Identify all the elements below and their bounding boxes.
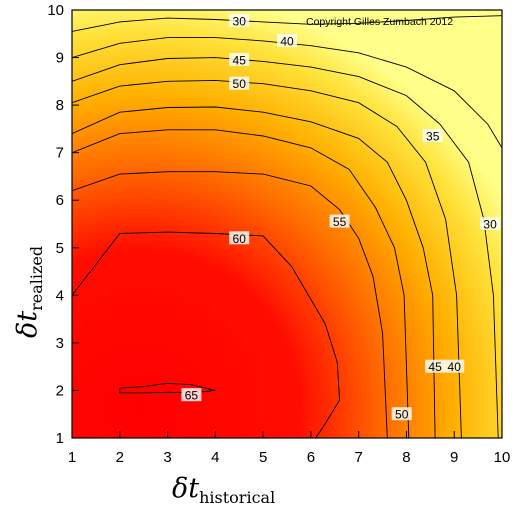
x-tick-label: 7 [354, 449, 362, 466]
contour-label-text: 65 [185, 389, 199, 403]
contour-label-bg [229, 52, 250, 66]
contour-label-45: 45 [425, 359, 446, 374]
contour-label-text: 40 [448, 360, 462, 374]
contour-line-45 [72, 106, 436, 438]
contour-labels: 30 40 45 50 35 55 60 30 45 40 50 65 [181, 13, 501, 422]
y-tick-label: 8 [56, 97, 64, 114]
contour-label-text: 45 [428, 360, 442, 374]
contour-label-45: 45 [229, 52, 250, 67]
x-tick-label: 2 [116, 449, 124, 466]
contour-line-30 [72, 171, 388, 438]
contour-label-bg [444, 359, 465, 373]
x-axis-ticks: 1 2 3 4 5 6 7 8 9 10 [68, 431, 511, 466]
x-tick-label: 1 [68, 449, 76, 466]
contour-label-55: 55 [329, 214, 350, 229]
contour-line-50 [72, 79, 462, 438]
x-axis-symbol: δt [172, 473, 199, 504]
y-tick-label: 5 [56, 240, 64, 257]
y-tick-label: 2 [56, 382, 64, 399]
contour-label-50: 50 [391, 407, 412, 422]
contour-label-bg [480, 217, 501, 230]
contour-label-bg [229, 13, 250, 27]
contour-label-text: 40 [280, 34, 294, 48]
x-tick-label: 10 [494, 449, 511, 466]
y-tick-label: 7 [56, 145, 64, 162]
contour-label-bg [229, 231, 250, 245]
copyright-text: Copyright Gilles Zumbach 2012 [306, 16, 453, 28]
contour-label-text: 55 [333, 215, 347, 229]
contour-label-35: 35 [422, 129, 443, 144]
x-tick-label: 8 [402, 449, 410, 466]
contour-label-bg [422, 129, 443, 142]
y-axis-subscript: realized [27, 246, 46, 311]
x-axis-subscript: historical [199, 488, 275, 507]
contour-label-bg [329, 214, 350, 228]
y-tick-label: 9 [56, 50, 64, 67]
svg-text:δthistorical: δthistorical [172, 473, 275, 507]
contour-label-text: 45 [233, 53, 247, 67]
contour-line-45 [72, 57, 441, 125]
contour-line-30 [72, 15, 502, 32]
contour-line-40 [72, 37, 502, 149]
contour-line-60 [72, 231, 341, 438]
contour-label-text: 35 [426, 130, 440, 144]
contour-label-text: 50 [233, 77, 247, 91]
contour-label-30: 30 [480, 217, 501, 232]
contour-line-40 [72, 129, 410, 438]
svg-text:δtrealized: δtrealized [12, 246, 46, 338]
y-axis-symbol: δt [12, 311, 43, 338]
contour-label-30: 30 [229, 13, 250, 28]
contour-lines [72, 15, 502, 438]
contour-label-text: 60 [233, 232, 247, 246]
contour-label-text: 50 [395, 408, 409, 422]
x-tick-label: 6 [307, 449, 315, 466]
contour-label-text: 30 [233, 14, 247, 28]
contour-label-50: 50 [229, 76, 250, 91]
plot-frame [71, 9, 503, 439]
x-tick-label: 3 [163, 449, 171, 466]
contour-label-bg [277, 33, 297, 47]
x-tick-label: 4 [211, 449, 219, 466]
contour-label-40: 40 [277, 33, 297, 48]
y-tick-label: 10 [47, 2, 64, 19]
y-tick-label: 1 [56, 430, 64, 447]
y-tick-label: 6 [56, 192, 64, 209]
contour-label-bg [425, 359, 446, 373]
y-axis-title: δtrealized [12, 246, 46, 338]
y-axis-ticks: 1 2 3 4 5 6 7 8 9 10 [47, 2, 79, 447]
contour-label-65: 65 [181, 388, 202, 403]
y-tick-label: 4 [56, 287, 64, 304]
contour-label-bg [181, 388, 202, 402]
x-tick-label: 5 [259, 449, 267, 466]
contour-label-60: 60 [229, 231, 250, 246]
x-axis-title: δthistorical [172, 473, 275, 507]
contour-line-65 [119, 382, 216, 394]
contour-label-bg [391, 407, 412, 421]
contour-label-bg [229, 76, 250, 90]
contour-label-text: 30 [483, 218, 497, 232]
y-tick-label: 3 [56, 335, 64, 352]
x-tick-label: 9 [450, 449, 458, 466]
contour-label-40: 40 [444, 359, 465, 374]
